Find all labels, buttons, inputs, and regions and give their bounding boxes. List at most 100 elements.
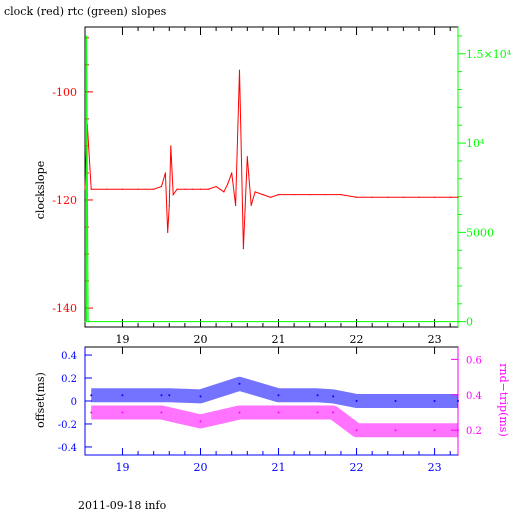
top-series bbox=[84, 35, 459, 323]
top-ylabel: clockslope bbox=[34, 161, 47, 219]
top-series-line bbox=[85, 35, 458, 323]
bottom-series-point bbox=[90, 394, 93, 397]
top-series-point bbox=[85, 321, 88, 323]
bottom-ytick-right-label: 0.2 bbox=[466, 426, 482, 437]
top-series-point bbox=[227, 183, 229, 185]
top-xtick-label: 21 bbox=[272, 333, 286, 346]
top-series-point bbox=[324, 193, 326, 196]
top-xtick-label: 19 bbox=[115, 333, 129, 346]
top-series-point bbox=[207, 188, 209, 190]
bottom-series-point bbox=[277, 394, 280, 397]
top-series-point bbox=[106, 188, 108, 190]
bottom-series-point bbox=[238, 411, 241, 414]
bottom-series-point bbox=[121, 411, 124, 414]
top-series-point bbox=[184, 188, 186, 190]
top-series-point bbox=[270, 196, 272, 198]
bottom-ytick-left-label: 0 bbox=[71, 397, 77, 408]
top-series-point bbox=[137, 188, 139, 190]
bottom-series-point bbox=[355, 400, 358, 402]
top-series-point bbox=[309, 193, 311, 196]
bottom-series-band bbox=[91, 376, 458, 408]
top-series-point bbox=[242, 248, 245, 250]
top-series-point bbox=[160, 185, 163, 188]
bottom-xtick-label: 19 bbox=[115, 461, 129, 474]
bottom-ytick-right-label: 0.6 bbox=[466, 355, 482, 366]
top-series-point bbox=[90, 188, 92, 190]
top-series-point bbox=[199, 188, 202, 190]
top-series-point bbox=[457, 321, 459, 323]
bottom-ticks bbox=[85, 347, 458, 455]
top-series-point bbox=[254, 191, 256, 193]
bottom-ytick-left-label: -0.2 bbox=[58, 420, 77, 431]
top-series-point bbox=[402, 196, 404, 198]
top-series-point bbox=[215, 185, 217, 188]
top-series-point bbox=[387, 196, 389, 198]
top-series-point bbox=[293, 193, 295, 196]
bottom-xtick-label: 22 bbox=[350, 461, 364, 474]
bottom-labels: 19 20 21 22 23 0.4 0.2 0 -0.2 -0.4 0.6 0.4 0.2 bbox=[58, 351, 482, 474]
bottom-xtick-label: 23 bbox=[428, 461, 442, 474]
bottom-series-band bbox=[91, 405, 458, 438]
top-series-point bbox=[250, 204, 252, 206]
top-series-point bbox=[164, 172, 166, 174]
top-series-point bbox=[277, 193, 280, 196]
top-series-point bbox=[85, 35, 88, 37]
bottom-ytick-left-label: 0.2 bbox=[61, 374, 77, 385]
top-series-point bbox=[449, 196, 451, 198]
top-series-point bbox=[121, 188, 124, 190]
top-series-point bbox=[153, 188, 155, 190]
bottom-series-point bbox=[457, 400, 459, 402]
top-series-point bbox=[355, 196, 358, 198]
footer-caption: 2011-09-18 info bbox=[78, 499, 167, 512]
top-ytick-right-label: 1.5×10⁴ bbox=[466, 48, 512, 61]
bottom-series-point bbox=[433, 429, 436, 432]
top-series-point bbox=[418, 196, 420, 198]
bottom-series-point bbox=[316, 394, 319, 397]
bottom-series-point bbox=[121, 394, 124, 397]
top-ytick-right-label: 0 bbox=[466, 316, 473, 329]
top-series-point bbox=[84, 321, 86, 323]
bottom-series-point bbox=[332, 395, 335, 398]
bottom-ytick-right-label: 0.4 bbox=[466, 391, 482, 402]
bottom-series-point bbox=[277, 411, 280, 414]
top-series-point bbox=[433, 196, 436, 198]
chart-title: clock (red) rtc (green) slopes bbox=[4, 5, 167, 18]
top-series-point bbox=[219, 188, 221, 190]
top-ytick-right-label: 10⁴ bbox=[466, 137, 485, 150]
top-series-point bbox=[172, 193, 174, 196]
top-series-point bbox=[457, 196, 459, 198]
bottom-series-point bbox=[238, 382, 241, 385]
bottom-series-point bbox=[332, 411, 335, 414]
bottom-ylabel-left: offset(ms) bbox=[34, 372, 47, 428]
bottom-series-point bbox=[160, 411, 163, 414]
top-ytick-left-label: -140 bbox=[52, 302, 77, 315]
bottom-series bbox=[90, 376, 459, 438]
top-xtick-label: 22 bbox=[350, 333, 364, 346]
top-ticks bbox=[85, 27, 466, 327]
top-series-point bbox=[176, 188, 178, 190]
top-series-point bbox=[170, 145, 172, 147]
top-series-point bbox=[168, 204, 170, 206]
bottom-series-point bbox=[433, 400, 436, 402]
bottom-series-point bbox=[168, 394, 171, 397]
top-ytick-right-label: 5000 bbox=[466, 226, 494, 239]
top-series-point bbox=[238, 69, 241, 71]
bottom-ylabel-right: rnd−trip(ms) bbox=[497, 363, 510, 437]
bottom-series-point bbox=[160, 394, 163, 397]
top-xtick-label: 20 bbox=[193, 333, 207, 346]
top-series-point bbox=[262, 193, 264, 196]
bottom-xtick-label: 21 bbox=[272, 461, 286, 474]
top-series-point bbox=[340, 193, 342, 196]
bottom-series-point bbox=[394, 429, 397, 432]
top-labels: 19 20 21 22 23 -100 -120 -140 0 5000 10⁴ 1.5×10⁴ bbox=[52, 48, 511, 346]
bottom-xtick-label: 20 bbox=[193, 461, 207, 474]
bottom-series-point bbox=[316, 411, 319, 414]
top-series-point bbox=[223, 191, 225, 193]
top-series-line bbox=[84, 70, 458, 249]
top-ytick-left-label: -100 bbox=[52, 86, 77, 99]
bottom-ytick-left-label: -0.4 bbox=[58, 443, 77, 454]
top-xtick-label: 23 bbox=[428, 333, 442, 346]
top-series-point bbox=[246, 156, 248, 158]
bottom-series-point bbox=[90, 411, 93, 414]
